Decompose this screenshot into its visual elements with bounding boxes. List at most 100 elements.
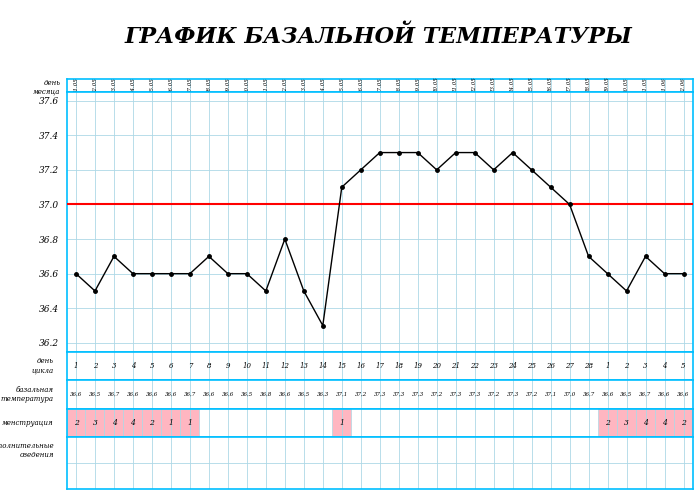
Bar [181, 409, 199, 437]
Text: 17: 17 [375, 362, 384, 370]
Text: 22.05: 22.05 [473, 78, 477, 93]
Text: базальная
температура: базальная температура [1, 386, 54, 403]
Text: 36,5: 36,5 [89, 392, 101, 397]
Text: 36,5: 36,5 [298, 392, 310, 397]
Text: 31.05: 31.05 [643, 78, 648, 93]
Text: 28: 28 [584, 362, 593, 370]
Text: 36,3: 36,3 [316, 392, 329, 397]
Text: 30.05: 30.05 [624, 78, 629, 93]
Text: 06.05: 06.05 [169, 78, 174, 93]
Text: 27: 27 [565, 362, 574, 370]
Text: 11: 11 [261, 362, 270, 370]
Text: 17.05: 17.05 [377, 78, 382, 93]
Text: 36,7: 36,7 [108, 392, 120, 397]
Text: 08.05: 08.05 [206, 78, 211, 93]
Text: 27.05: 27.05 [567, 78, 572, 93]
Text: 36,6: 36,6 [203, 392, 215, 397]
Text: 14: 14 [318, 362, 328, 370]
Text: 4: 4 [111, 419, 116, 427]
Text: 36,8: 36,8 [260, 392, 272, 397]
Bar [617, 409, 636, 437]
Text: 13.05: 13.05 [301, 78, 307, 93]
Text: 23.05: 23.05 [491, 78, 496, 93]
Text: менструация: менструация [2, 419, 54, 427]
Text: 12.05: 12.05 [282, 78, 287, 93]
Text: 20: 20 [432, 362, 441, 370]
Text: ГРАФИК БАЗАЛЬНОЙ ТЕМПЕРАТУРЫ: ГРАФИК БАЗАЛЬНОЙ ТЕМПЕРАТУРЫ [124, 26, 632, 48]
Text: 2: 2 [605, 419, 610, 427]
Text: 37,1: 37,1 [545, 392, 556, 397]
Text: день
цикла: день цикла [32, 357, 54, 374]
Text: 4: 4 [662, 362, 667, 370]
Text: 01.05: 01.05 [74, 78, 78, 93]
Text: 36,6: 36,6 [70, 392, 82, 397]
Text: 36,6: 36,6 [659, 392, 671, 397]
Text: 19.05: 19.05 [415, 78, 420, 93]
Text: 26.05: 26.05 [548, 78, 553, 93]
Text: 36,6: 36,6 [678, 392, 690, 397]
Bar [332, 409, 351, 437]
Text: 2: 2 [624, 362, 629, 370]
Text: 37,2: 37,2 [355, 392, 367, 397]
Text: 02.06: 02.06 [681, 78, 686, 93]
Bar [123, 409, 142, 437]
Text: 04.05: 04.05 [130, 78, 135, 93]
Text: 25.05: 25.05 [529, 78, 534, 93]
Text: 24: 24 [508, 362, 517, 370]
Text: 14.05: 14.05 [321, 78, 326, 93]
Text: 10: 10 [242, 362, 251, 370]
Text: 9: 9 [225, 362, 230, 370]
Text: 36,7: 36,7 [582, 392, 595, 397]
Text: 37,0: 37,0 [564, 392, 575, 397]
Text: 37,2: 37,2 [487, 392, 500, 397]
Bar [674, 409, 693, 437]
Text: 3: 3 [92, 419, 97, 427]
Text: 03.05: 03.05 [111, 78, 116, 93]
Text: 29.05: 29.05 [605, 78, 610, 93]
Text: 1: 1 [188, 419, 193, 427]
Text: 36,6: 36,6 [164, 392, 177, 397]
Text: 22: 22 [470, 362, 480, 370]
Text: 19: 19 [413, 362, 422, 370]
Text: 36,7: 36,7 [639, 392, 652, 397]
Text: 4: 4 [643, 419, 648, 427]
Text: 4: 4 [130, 419, 135, 427]
Text: 09.05: 09.05 [225, 78, 230, 93]
Text: 2: 2 [681, 419, 686, 427]
Text: 12: 12 [280, 362, 289, 370]
Text: 26: 26 [546, 362, 555, 370]
Text: 37,3: 37,3 [449, 392, 462, 397]
Text: 36,6: 36,6 [279, 392, 291, 397]
Text: 2: 2 [150, 419, 155, 427]
Text: 7: 7 [188, 362, 193, 370]
Text: 37,2: 37,2 [430, 392, 443, 397]
Text: 8: 8 [206, 362, 211, 370]
Text: 37,3: 37,3 [507, 392, 519, 397]
Text: 37,2: 37,2 [526, 392, 538, 397]
Text: 1: 1 [340, 419, 344, 427]
Text: 20.05: 20.05 [434, 78, 439, 93]
Text: 15: 15 [337, 362, 346, 370]
Text: 01.06: 01.06 [662, 78, 667, 93]
Text: 28.05: 28.05 [586, 78, 591, 93]
Text: 37,3: 37,3 [393, 392, 405, 397]
Text: 36,5: 36,5 [620, 392, 633, 397]
Text: 2: 2 [74, 419, 78, 427]
Text: 2: 2 [92, 362, 97, 370]
Bar [162, 409, 181, 437]
Text: 18: 18 [394, 362, 403, 370]
Text: 13: 13 [300, 362, 308, 370]
Text: 3: 3 [624, 419, 629, 427]
Text: 37,3: 37,3 [374, 392, 386, 397]
Text: 37,1: 37,1 [336, 392, 348, 397]
Text: 1: 1 [74, 362, 78, 370]
Bar [66, 409, 85, 437]
Text: 21: 21 [452, 362, 460, 370]
Text: 36,5: 36,5 [241, 392, 253, 397]
Text: 36,6: 36,6 [601, 392, 614, 397]
Text: 4: 4 [131, 362, 135, 370]
Text: 16.05: 16.05 [358, 78, 363, 93]
Text: 4: 4 [662, 419, 667, 427]
Text: 37,3: 37,3 [412, 392, 424, 397]
Text: 05.05: 05.05 [149, 78, 155, 93]
